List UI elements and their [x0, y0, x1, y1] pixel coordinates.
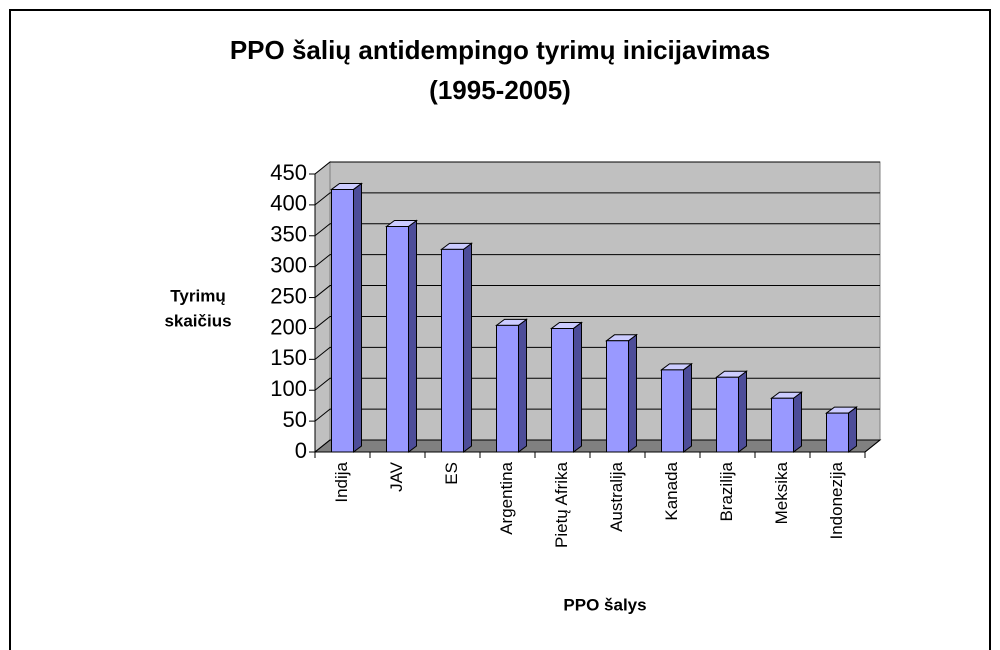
grid-line: [314, 254, 880, 268]
y-tick-label: 300: [270, 252, 307, 277]
bar-side: [793, 391, 802, 453]
grid-line: [314, 285, 880, 298]
y-tick-label: 350: [270, 222, 307, 247]
bar-side: [573, 321, 582, 453]
bar-side: [848, 406, 857, 453]
grid-line: [314, 346, 880, 360]
bar-side: [518, 318, 527, 453]
y-tick-label: 400: [270, 191, 307, 216]
x-tick-label: Indonezija: [827, 461, 846, 539]
y-tick-label: 0: [295, 438, 307, 463]
x-tick-label: JAV: [387, 461, 406, 492]
x-tick-label: Australija: [607, 461, 626, 531]
x-axis: [864, 439, 881, 453]
bar-front: [661, 369, 684, 453]
chart-frame: [9, 9, 991, 650]
y-tick-label: 450: [270, 160, 307, 185]
x-tick-label: Pietų Afrika: [552, 461, 571, 548]
x-tick-label: Meksika: [772, 461, 791, 524]
bar: [550, 321, 583, 453]
bar: [770, 391, 803, 453]
side-wall: [314, 160, 331, 454]
bar: [825, 406, 858, 453]
y-tick-label: 100: [270, 376, 307, 401]
bar-side: [463, 242, 472, 453]
x-tick-label: Brazilija: [717, 461, 736, 521]
bar-front: [826, 412, 849, 453]
x-tick-label: Argentina: [497, 461, 516, 534]
grid-line: [314, 161, 880, 175]
x-tick-label: ES: [442, 462, 461, 485]
x-tick-label: Kanada: [662, 461, 681, 520]
x-tick-label: Indija: [332, 461, 351, 502]
chart-title: (1995-2005): [429, 75, 571, 105]
bar-front: [771, 397, 794, 453]
y-tick-label: 50: [283, 407, 307, 432]
y-axis-label: skaičius: [164, 311, 231, 330]
y-tick-label: 250: [270, 283, 307, 308]
bar-front: [386, 226, 409, 453]
y-tick-label: 200: [270, 314, 307, 339]
y-tick-label: 150: [270, 345, 307, 370]
grid-line: [314, 315, 880, 329]
grid-line: [314, 408, 880, 422]
bar-front: [331, 188, 354, 453]
bar-front: [441, 248, 464, 453]
bar: [605, 333, 638, 453]
grid-line: [314, 377, 880, 391]
bar-side: [628, 333, 637, 453]
bar-front: [551, 327, 574, 453]
grid-line: [314, 439, 880, 453]
bar: [660, 362, 693, 453]
y-axis-label: Tyrimų: [170, 286, 225, 305]
bar-side: [353, 182, 362, 453]
chart-title: PPO šalių antidempingo tyrimų inicijavim…: [230, 35, 770, 65]
bar: [495, 318, 528, 453]
x-axis-label: PPO šalys: [563, 595, 646, 614]
bar-side: [408, 219, 417, 453]
bar: [330, 182, 363, 453]
bar-front: [606, 340, 629, 453]
bar-front: [496, 324, 519, 453]
bar-side: [738, 370, 747, 453]
bar: [440, 242, 473, 453]
grid-line: [314, 223, 880, 237]
grid-line: [314, 192, 880, 206]
bar: [715, 370, 748, 453]
bar-side: [683, 362, 692, 453]
bar: [385, 219, 418, 453]
bar-front: [716, 376, 739, 453]
